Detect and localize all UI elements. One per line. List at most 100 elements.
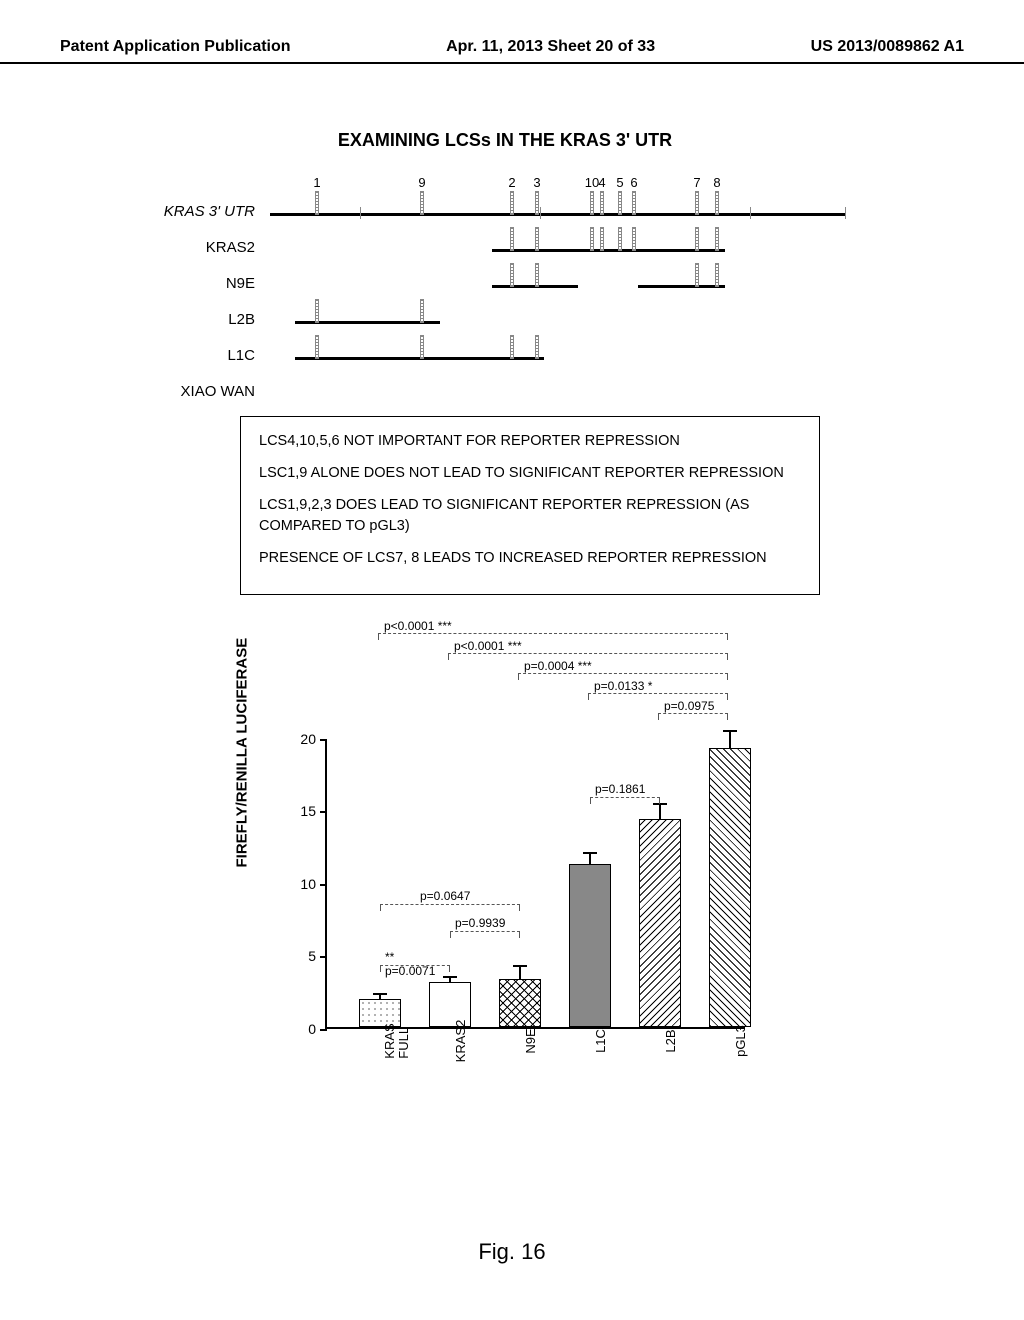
bar-chart: FIREFLY/RENILLA LUCIFERASE p<0.0001 ***p… [270, 619, 790, 1074]
construct-segment [270, 213, 845, 216]
pvalue-label: p=0.0004 *** [524, 659, 592, 673]
lcs-marker [590, 227, 594, 251]
patent-header: Patent Application Publication Apr. 11, … [0, 38, 1024, 64]
construct-row: L2B [140, 299, 870, 335]
result-statement: LCS4,10,5,6 NOT IMPORTANT FOR REPORTER R… [259, 431, 801, 453]
lcs-number: 7 [693, 175, 700, 190]
construct-row: KRAS2 [140, 227, 870, 263]
x-label: pGL3 [733, 1025, 748, 1057]
error-bar [449, 978, 451, 982]
pvalue-bracket-in [380, 904, 520, 905]
lcs-marker [715, 227, 719, 251]
construct-label: KRAS2 [140, 239, 255, 256]
result-statement: PRESENCE OF LCS7, 8 LEADS TO INCREASED R… [259, 548, 801, 570]
figure-title: EXAMINING LCSs IN THE KRAS 3' UTR [140, 130, 870, 151]
bar [499, 979, 541, 1027]
construct-row: KRAS 3' UTR19231045678 [140, 191, 870, 227]
construct-diagram: KRAS 3' UTR19231045678KRAS2N9EL2BL1CXIAO… [140, 171, 870, 406]
lcs-number: 5 [616, 175, 623, 190]
x-label: N9E [523, 1028, 538, 1053]
y-tick [320, 884, 327, 886]
y-tick-label: 5 [292, 948, 316, 964]
y-axis-label: FIREFLY/RENILLA LUCIFERASE [234, 638, 251, 868]
tick-mark [540, 207, 541, 219]
construct-label: N9E [140, 275, 255, 292]
error-bar [379, 995, 381, 999]
construct-label: L1C [140, 347, 255, 364]
x-label: KRASFULL [383, 1023, 412, 1058]
pvalue-label-in: p=0.1861 [595, 782, 645, 796]
y-tick-label: 0 [292, 1021, 316, 1037]
lcs-marker [715, 263, 719, 287]
pvalue-label-in: p=0.0647 [420, 889, 470, 903]
pvalue-label: p<0.0001 *** [384, 619, 452, 633]
y-tick-label: 10 [292, 876, 316, 892]
lcs-number: 8 [713, 175, 720, 190]
lcs-marker [535, 191, 539, 215]
figure-16: EXAMINING LCSs IN THE KRAS 3' UTR KRAS 3… [140, 130, 870, 1180]
lcs-number: 1 [313, 175, 320, 190]
pvalue-bracket [378, 633, 728, 634]
y-tick [320, 811, 327, 813]
error-cap [723, 730, 737, 732]
y-tick [320, 1029, 327, 1031]
results-textbox: LCS4,10,5,6 NOT IMPORTANT FOR REPORTER R… [240, 416, 820, 595]
lcs-marker [420, 191, 424, 215]
bar [639, 819, 681, 1026]
lcs-marker [618, 227, 622, 251]
y-tick-label: 15 [292, 803, 316, 819]
pvalue-bracket [588, 693, 728, 694]
y-tick [320, 956, 327, 958]
lcs-marker [695, 263, 699, 287]
pvalue-bracket [658, 713, 728, 714]
error-cap [373, 993, 387, 995]
lcs-marker [618, 191, 622, 215]
lcs-number: 10 [585, 175, 599, 190]
pvalue-bracket [518, 673, 728, 674]
error-bar [589, 854, 591, 864]
lcs-marker [510, 227, 514, 251]
lcs-marker [535, 227, 539, 251]
construct-row: XIAO WAN [140, 371, 870, 407]
lcs-number: 3 [533, 175, 540, 190]
x-label: L1C [593, 1029, 608, 1053]
lcs-marker [632, 227, 636, 251]
error-cap [583, 852, 597, 854]
construct-row: N9E [140, 263, 870, 299]
error-bar [519, 967, 521, 979]
pvalue-bracket-in [590, 797, 660, 798]
lcs-marker [600, 227, 604, 251]
header-center: Apr. 11, 2013 Sheet 20 of 33 [446, 38, 655, 56]
lcs-marker [510, 263, 514, 287]
lcs-number: 4 [598, 175, 605, 190]
figure-caption: Fig. 16 [0, 1239, 1024, 1265]
tick-mark [750, 207, 751, 219]
result-statement: LSC1,9 ALONE DOES NOT LEAD TO SIGNIFICAN… [259, 463, 801, 485]
lcs-marker [632, 191, 636, 215]
pvalue-label-in: p=0.9939 [455, 916, 505, 930]
pvalue-label: p<0.0001 *** [454, 639, 522, 653]
error-bar [729, 732, 731, 748]
plot-area: 05101520p=0.1861p=0.0647p=0.9939**p=0.00… [325, 739, 745, 1029]
construct-segment [638, 285, 725, 288]
construct-label: KRAS 3' UTR [140, 203, 255, 220]
lcs-number: 6 [630, 175, 637, 190]
lcs-marker [535, 263, 539, 287]
lcs-number: 2 [508, 175, 515, 190]
construct-label: L2B [140, 311, 255, 328]
lcs-marker [600, 191, 604, 215]
lcs-number: 9 [418, 175, 425, 190]
lcs-marker [590, 191, 594, 215]
error-bar [659, 805, 661, 820]
lcs-marker [510, 191, 514, 215]
y-tick [320, 739, 327, 741]
bar [709, 748, 751, 1026]
x-label: KRAS2 [453, 1019, 468, 1062]
tick-mark [845, 207, 846, 219]
lcs-marker [695, 191, 699, 215]
lcs-marker [535, 335, 539, 359]
tick-mark [360, 207, 361, 219]
header-right: US 2013/0089862 A1 [811, 38, 964, 56]
error-cap [443, 976, 457, 978]
result-statement: LCS1,9,2,3 DOES LEAD TO SIGNIFICANT REPO… [259, 495, 801, 539]
